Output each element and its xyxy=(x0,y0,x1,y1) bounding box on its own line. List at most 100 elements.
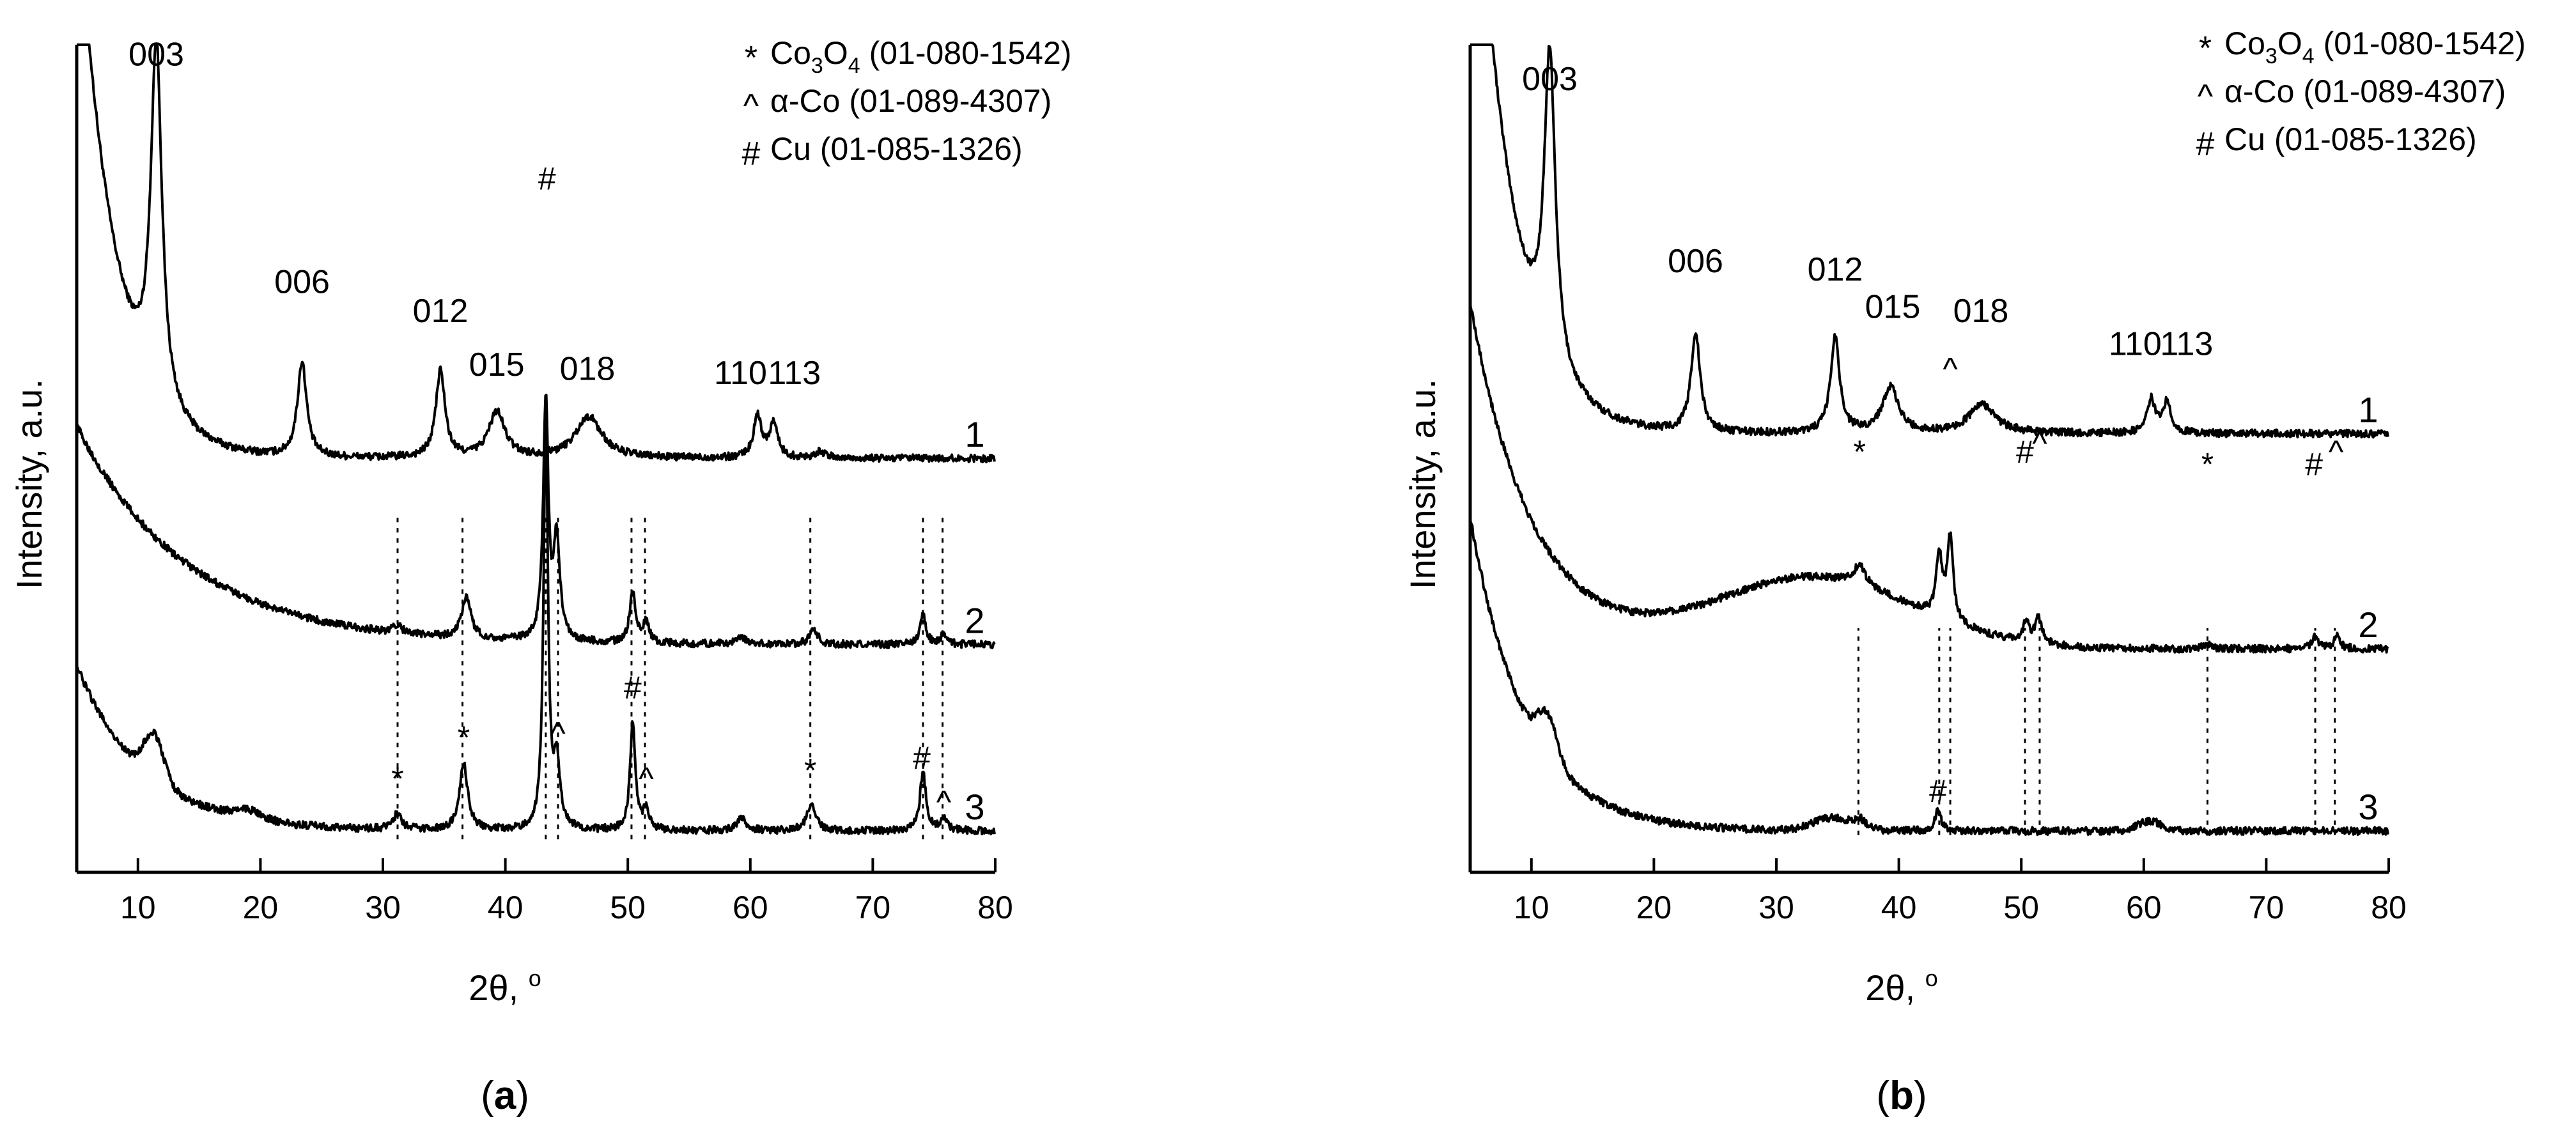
phase-marker: ^ xyxy=(2032,426,2047,461)
legend-phase: Cu xyxy=(770,131,811,167)
x-axis-label: 2θ, o xyxy=(1865,965,1937,1008)
series-label: 3 xyxy=(2358,787,2378,827)
legend-phase: Co xyxy=(770,35,811,71)
legend-entry: α-Co (01-089-4307) xyxy=(770,83,1051,119)
x-tick-label: 40 xyxy=(1881,890,1917,925)
x-axis-label-text: 2θ, xyxy=(1865,968,1925,1008)
phase-marker: # xyxy=(1929,773,1947,809)
legend-subscript: 4 xyxy=(848,54,860,78)
hkl-label: 003 xyxy=(128,36,184,73)
phase-marker: ^ xyxy=(2329,434,2344,470)
x-tick-label: 60 xyxy=(733,890,768,925)
legend-symbol: * xyxy=(2199,30,2212,67)
legend-subscript: 3 xyxy=(2265,44,2277,68)
x-tick-label: 80 xyxy=(977,890,1013,925)
legend-subscript: 4 xyxy=(2302,44,2315,68)
series-curve-3 xyxy=(75,418,996,836)
phase-marker: * xyxy=(1854,434,1866,470)
panel-label: (a) xyxy=(481,1074,529,1118)
series-curve-1 xyxy=(1470,43,2389,439)
phase-marker: # xyxy=(913,740,931,776)
x-tick-label: 10 xyxy=(1514,890,1549,925)
panel-a: 10 20 30 40 50 60 70 80 2θ, o Intensity, a.u. (a) 1… xyxy=(9,35,1071,1118)
legend-ref: (01-080-1542) xyxy=(860,35,1072,71)
hkl-label: 012 xyxy=(413,293,469,330)
hkl-label: 012 xyxy=(1808,251,1863,288)
phase-marker: # xyxy=(2305,446,2323,482)
x-axis-unit: o xyxy=(529,965,541,991)
phase-marker: ^ xyxy=(1943,351,1958,387)
series-curve-3 xyxy=(1469,520,2389,837)
series-label: 3 xyxy=(965,787,984,827)
hkl-label: 006 xyxy=(1668,243,1723,280)
hkl-label: 006 xyxy=(274,264,330,301)
hkl-label: 110 xyxy=(714,355,767,392)
legend-ref: (01-089-4307) xyxy=(840,83,1051,119)
x-tick-label: 50 xyxy=(2003,890,2039,925)
legend-ref: (01-080-1542) xyxy=(2315,26,2526,61)
legend-phase: α-Co xyxy=(2224,73,2294,109)
panel-label: (b) xyxy=(1876,1074,1927,1118)
series-label: 1 xyxy=(2358,389,2378,429)
series-label: 1 xyxy=(965,414,984,454)
legend-symbol: * xyxy=(745,40,757,77)
x-tick-label: 40 xyxy=(488,890,524,925)
x-tick-label: 30 xyxy=(1758,890,1794,925)
panel-label-open: ( xyxy=(481,1074,494,1118)
x-axis-unit: o xyxy=(1925,965,1938,991)
x-tick-label: 10 xyxy=(120,890,156,925)
series-curve-2 xyxy=(75,394,996,649)
legend-phase: Cu xyxy=(2224,121,2265,157)
hkl-label: 015 xyxy=(1865,288,1921,325)
panel-label-letter: a xyxy=(494,1074,516,1118)
legend-ref: (01-089-4307) xyxy=(2294,73,2506,109)
phase-marker: ^ xyxy=(936,784,952,820)
legend-entry: Co3O4 (01-080-1542) xyxy=(770,35,1071,78)
legend-ref: (01-085-1326) xyxy=(2265,121,2477,157)
x-tick-label: 50 xyxy=(610,890,646,925)
legend-symbol: # xyxy=(2196,126,2215,163)
legend-phase: Co xyxy=(2224,26,2265,61)
hkl-label: 113 xyxy=(2160,326,2213,363)
legend-phase-mid: O xyxy=(2277,26,2302,61)
x-tick-label: 60 xyxy=(2126,890,2162,925)
phase-marker: * xyxy=(458,720,470,755)
series-label: 2 xyxy=(2358,605,2378,645)
x-axis-label: 2θ, o xyxy=(469,965,541,1008)
x-tick-label: 20 xyxy=(1636,890,1672,925)
legend-entry: Cu (01-085-1326) xyxy=(770,131,1023,167)
panel-label-close: ) xyxy=(516,1074,529,1118)
hkl-label: 018 xyxy=(1953,293,2009,330)
panel-b: 10 20 30 40 50 60 70 80 2θ, o Intensity, a.u. (b) 1… xyxy=(1402,26,2526,1118)
legend-symbol: # xyxy=(742,135,761,173)
x-tick-label: 70 xyxy=(2249,890,2285,925)
legend-ref: (01-085-1326) xyxy=(811,131,1023,167)
x-tick-label: 70 xyxy=(855,890,891,925)
phase-marker: * xyxy=(391,761,403,797)
x-axis-label-text: 2θ, xyxy=(469,968,528,1008)
hkl-label: 018 xyxy=(560,350,616,387)
y-axis-label: Intensity, a.u. xyxy=(1402,379,1443,589)
phase-marker: # xyxy=(538,161,556,197)
phase-marker: ^ xyxy=(639,761,654,797)
x-tick-label: 30 xyxy=(365,890,401,925)
panel-label-close: ) xyxy=(1914,1074,1927,1118)
phase-marker: # xyxy=(624,670,642,706)
hkl-label: 003 xyxy=(1522,61,1578,98)
legend-entry: Co3O4 (01-080-1542) xyxy=(2224,26,2526,68)
legend-entry: Cu (01-085-1326) xyxy=(2224,121,2477,157)
x-tick-label: 20 xyxy=(243,890,279,925)
series-label: 2 xyxy=(965,601,984,641)
legend-subscript: 3 xyxy=(811,54,823,78)
hkl-label: 110 xyxy=(2109,326,2162,363)
hkl-label: 113 xyxy=(768,355,821,392)
x-tick-label: 80 xyxy=(2371,890,2407,925)
legend-entry: α-Co (01-089-4307) xyxy=(2224,73,2506,109)
panel-label-open: ( xyxy=(1876,1074,1889,1118)
phase-marker: * xyxy=(804,753,816,789)
hkl-label: 015 xyxy=(469,346,525,383)
series-curve-2 xyxy=(1469,304,2389,654)
phase-marker: ^ xyxy=(550,715,566,751)
legend-symbol: ^ xyxy=(743,88,759,125)
